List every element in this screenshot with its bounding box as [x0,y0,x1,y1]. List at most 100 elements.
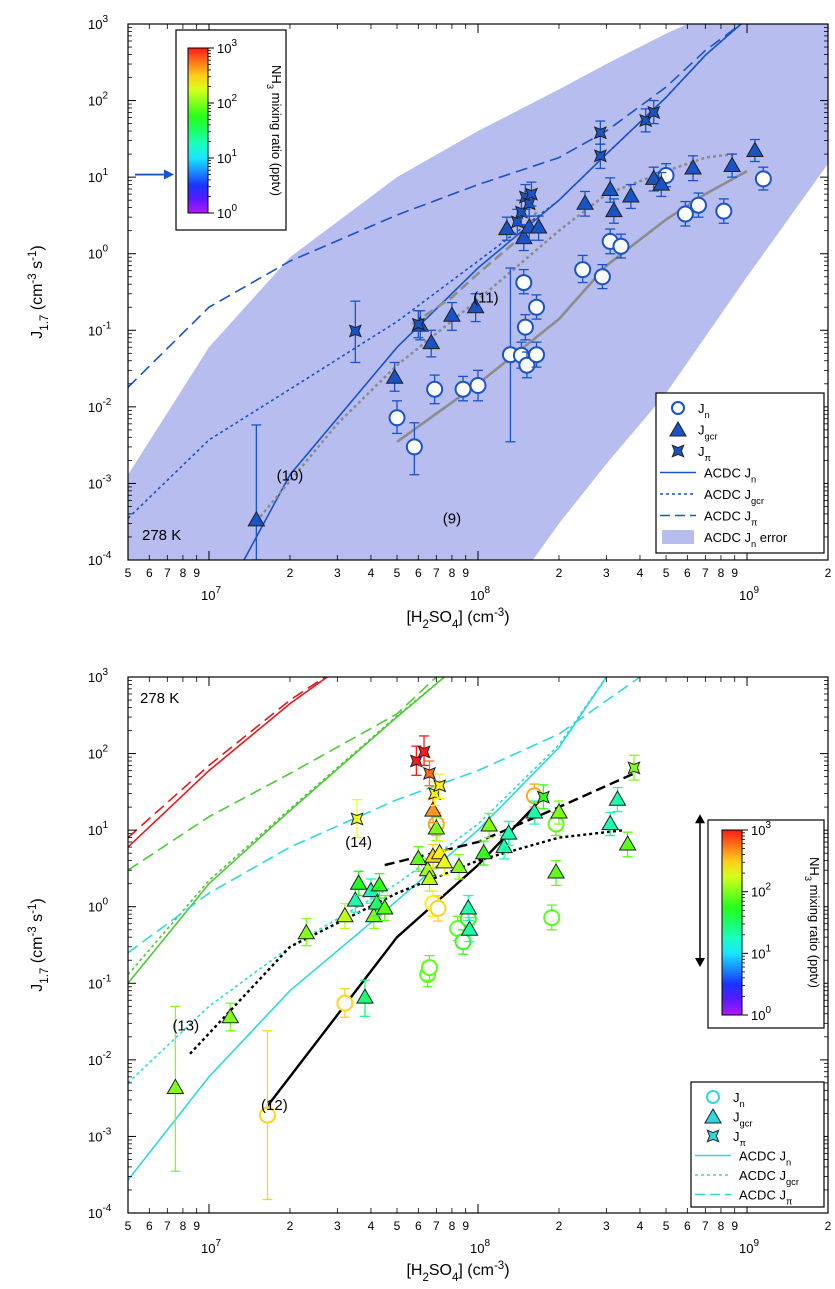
model-curve-acdc-solid [243,24,742,560]
x-tick-base: 10 [739,1241,753,1256]
legend-entry: ACDC Jn [660,466,756,485]
data-point-jgcr [684,158,702,175]
x-minor-label: 8 [180,566,187,580]
data-point-jpi [627,761,641,775]
y-axis-label-part: -3 [27,273,39,283]
x-tick-label: 107 [201,1238,221,1256]
x-tick-exp: 8 [484,585,490,596]
data-point-jgcr [370,875,389,892]
colorbar-title-part: NH [269,65,284,84]
y-tick-base: 10 [88,747,102,762]
y-axis-label-part: ) [29,898,46,903]
x-tick-label: 108 [470,1238,490,1256]
x-tick-exp: 8 [484,1238,490,1249]
legend-star-icon [706,1129,720,1143]
x-minor-label: 6 [684,1219,691,1233]
model-curve-cyan-dotted [128,677,608,1084]
x-minor-label: 8 [449,1219,456,1233]
legend-label-sub: n [751,539,756,549]
y-tick-label: 10-1 [88,320,112,338]
x-axis-label-part: ) [504,609,509,626]
data-point-jgcr [367,894,386,910]
legend-label-main: ACDC J [704,509,751,524]
data-point-jn [336,994,354,1012]
x-minor-label: 8 [180,1219,187,1233]
x-axis-label: [H2SO4] (cm-3) [406,607,509,631]
y-tick-label: 103 [88,14,108,32]
legend-entry: ACDC Jn error [662,530,788,549]
y-tick-exp: -1 [102,973,111,984]
y-axis-label-part: ) [29,245,46,250]
legend-label-sub: n [740,1099,745,1109]
y-tick-exp: -4 [102,1203,111,1214]
x-tick-label: 109 [739,585,759,603]
x-minor-label: 4 [637,1219,644,1233]
y-axis-label-part: s [29,914,46,926]
x-minor-label: 5 [394,566,401,580]
temperature-label: 278 K [140,690,179,707]
y-tick-base: 10 [88,553,102,568]
model-curve-cyan-dashed [128,677,641,954]
colorbar-tick-base: 10 [751,823,765,838]
data-point-jgcr [474,843,493,860]
colorbar-gradient-bar [187,47,209,214]
colorbar-tick-base: 10 [217,151,231,166]
legend-label: Jn [733,1090,745,1109]
data-point-jgcr [364,906,383,923]
colorbar-tick-base: 10 [217,41,231,56]
data-point-jn [593,268,611,286]
x-axis-label-part: ) [504,1262,509,1279]
y-tick-exp: 3 [102,667,108,678]
legend-label: ACDC Jπ [704,509,758,528]
data-point-jn [543,909,561,927]
data-point-jgcr [349,874,368,890]
y-tick-label: 103 [88,667,108,685]
data-point-jgcr [529,217,548,234]
colorbar-title: NH3 mixing ratio (pptv) [803,857,822,988]
x-tick-exp: 9 [753,585,759,596]
y-tick-base: 10 [88,400,102,415]
x-tick-exp: 7 [215,1238,221,1249]
legend-label-sub: π [751,518,758,528]
x-minor-label: 9 [193,566,200,580]
data-point-jgcr [356,988,374,1004]
data-point-jpi [409,754,423,768]
data-point-jpi [417,745,431,759]
legend-entry: Jπ [706,1129,747,1148]
x-minor-label: 7 [433,566,440,580]
colorbar-title-part: 3 [265,84,275,89]
y-axis-label-part: J [29,331,46,339]
legend-label-sub: gcr [786,1177,799,1187]
y-axis-label-part: s [29,261,46,273]
x-tick-label: 107 [201,585,221,603]
legend-label-sub: π [705,453,712,463]
y-tick-exp: -1 [102,320,111,331]
legend-entry: Jgcr [669,420,717,442]
x-minor-label: 7 [164,1219,171,1233]
data-point-jn [612,237,630,255]
data-point-jgcr [547,862,565,879]
y-tick-exp: 0 [102,244,108,255]
model-curve-acdc-dashed [128,24,742,388]
x-minor-label: 4 [368,566,375,580]
y-tick-label: 10-4 [88,1203,112,1221]
y-axis-label-part: -1 [27,251,39,261]
plot-area [128,24,828,560]
legend-label: Jgcr [733,1110,752,1129]
data-point-jgcr [435,852,454,869]
x-minor-label: 7 [164,566,171,580]
x-axis-label-part: SO [429,1262,452,1279]
y-axis-label-part: -3 [27,926,39,936]
legend-label: Jπ [733,1129,747,1148]
data-point-jgcr [618,834,637,851]
legend-label: Jπ [698,444,712,463]
legend-label-main: J [733,1110,740,1125]
legend-label-main: J [733,1129,740,1144]
y-tick-exp: 0 [102,897,108,908]
colorbar-gradient-bar [721,829,743,1016]
legend-entry: ACDC Jgcr [660,487,764,506]
x-minor-label: 2 [556,566,563,580]
legend-label-main: ACDC J [739,1188,786,1203]
data-point-jgcr [652,175,671,191]
